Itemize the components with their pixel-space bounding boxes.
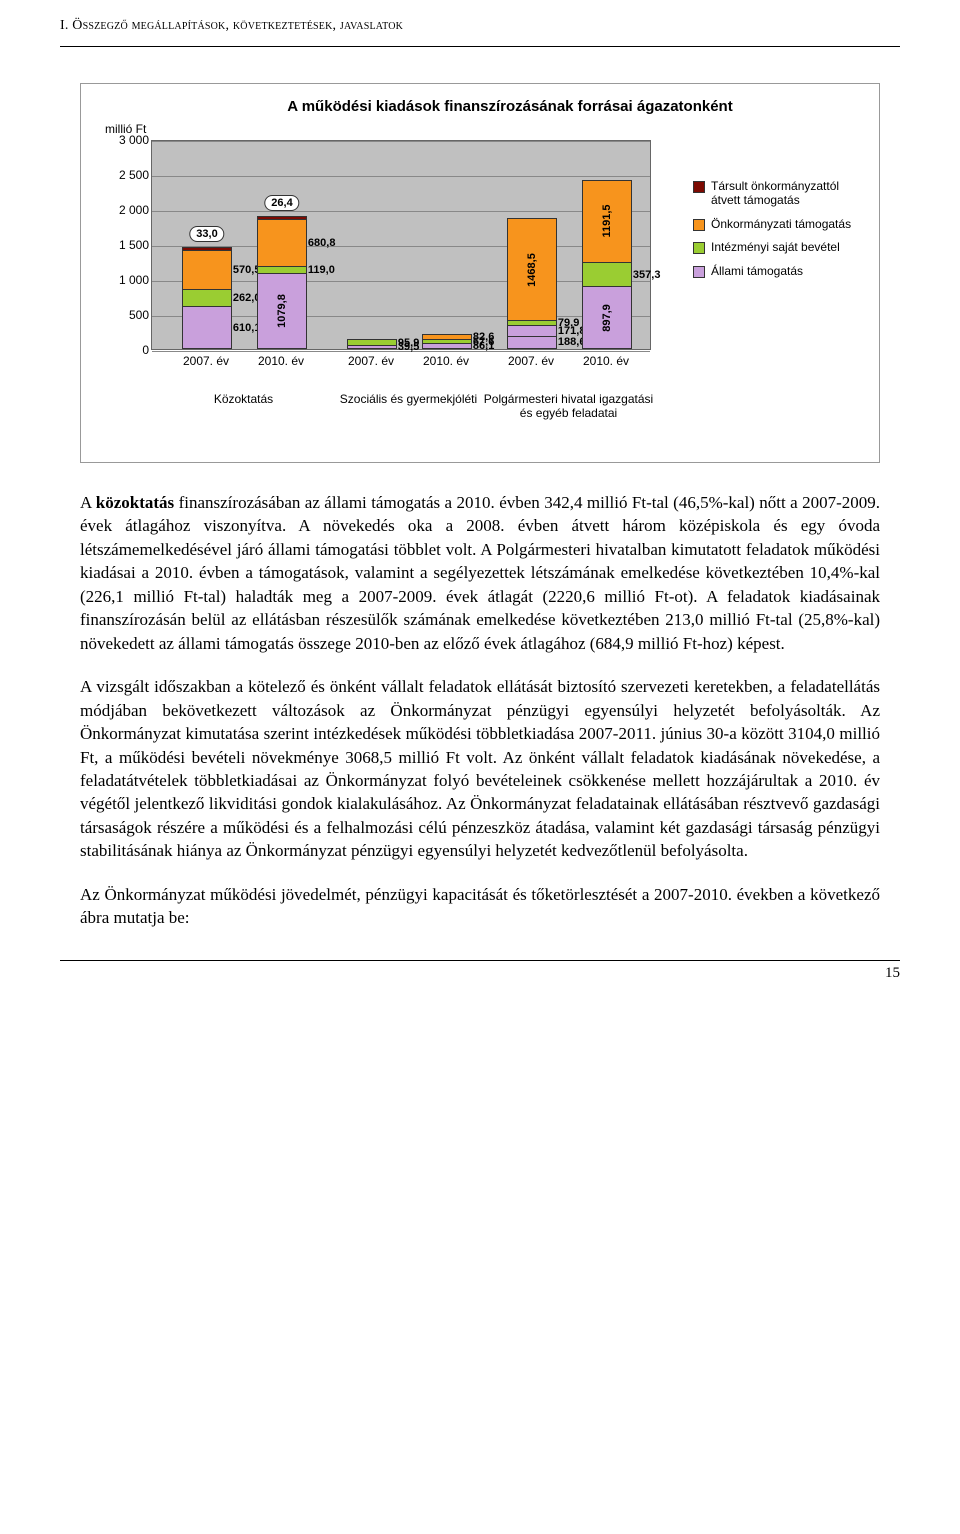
y-tick: 3 000 bbox=[101, 133, 149, 147]
legend-label: Társult önkormányzattól átvett támogatás bbox=[711, 180, 865, 208]
bar: 33,0570,5262,0610,1 bbox=[182, 248, 232, 349]
gridline bbox=[152, 141, 650, 142]
bar-segment-allami2: 188,6 bbox=[507, 336, 557, 349]
legend-item: Társult önkormányzattól átvett támogatás bbox=[693, 180, 865, 208]
legend-label: Állami támogatás bbox=[711, 265, 803, 279]
gridline bbox=[152, 176, 650, 177]
bar-segment-intez: 262,0 bbox=[182, 289, 232, 307]
bar-segment-onkorm: 1468,5 bbox=[507, 218, 557, 321]
bar-value-label: 680,8 bbox=[308, 237, 336, 249]
y-tick: 1 500 bbox=[101, 238, 149, 252]
chart-title: A működési kiadások finanszírozásának fo… bbox=[151, 98, 869, 115]
bar: 1191,5 357,3 897,9 bbox=[582, 181, 632, 349]
bar-value-label: 26,4 bbox=[264, 195, 299, 211]
bar-value-label: 33,0 bbox=[189, 226, 224, 242]
paragraph-1-text: finanszírozásában az állami támogatás a … bbox=[80, 493, 880, 653]
x-category-label: Szociális és gyermekjóléti bbox=[319, 392, 499, 406]
x-year-label: 2007. év bbox=[496, 354, 566, 368]
bar: 26,4680,8119,01079,8 bbox=[257, 217, 307, 349]
bar-value-label: 39,5 bbox=[398, 341, 419, 353]
x-year-label: 2010. év bbox=[411, 354, 481, 368]
x-year-label: 2007. év bbox=[336, 354, 406, 368]
bar-segment-allami: 86,1 bbox=[422, 343, 472, 349]
paragraph-1: A közoktatás finanszírozásában az állami… bbox=[80, 491, 880, 655]
bar-value-label: 897,9 bbox=[601, 304, 613, 332]
x-year-label: 2010. év bbox=[246, 354, 316, 368]
legend-swatch bbox=[693, 242, 705, 254]
y-tick: 0 bbox=[101, 343, 149, 357]
bar-value-label: 119,0 bbox=[308, 264, 335, 276]
gridline bbox=[152, 211, 650, 212]
legend-swatch bbox=[693, 219, 705, 231]
bar-value-label: 1079,8 bbox=[276, 294, 288, 328]
x-year-label: 2010. év bbox=[571, 354, 641, 368]
bar: 95,939,5 bbox=[347, 340, 397, 349]
bar-segment-intez: 357,3 bbox=[582, 262, 632, 287]
y-tick: 1 000 bbox=[101, 273, 149, 287]
legend-swatch bbox=[693, 181, 705, 193]
header-rule bbox=[60, 46, 900, 47]
legend-label: Önkormányzati támogatás bbox=[711, 218, 851, 232]
chart-frame: A működési kiadások finanszírozásának fo… bbox=[80, 83, 880, 463]
y-axis: 05001 0001 5002 0002 5003 000 bbox=[101, 140, 149, 350]
bar-value-label: 1468,5 bbox=[526, 253, 538, 287]
y-tick: 2 000 bbox=[101, 203, 149, 217]
bar-value-label: 86,1 bbox=[473, 340, 494, 352]
bar-value-label: 1191,5 bbox=[601, 205, 613, 238]
paragraph-3: Az Önkormányzat működési jövedelmét, pén… bbox=[80, 883, 880, 930]
bar: 82,667,686,1 bbox=[422, 335, 472, 349]
legend: Társult önkormányzattól átvett támogatás… bbox=[693, 180, 865, 289]
y-tick: 2 500 bbox=[101, 168, 149, 182]
x-category-label: Közoktatás bbox=[154, 392, 334, 406]
body-text: A közoktatás finanszírozásában az állami… bbox=[0, 491, 960, 930]
x-category-label: Polgármesteri hivatal igazgatási és egyé… bbox=[479, 392, 659, 420]
legend-item: Intézményi saját bevétel bbox=[693, 241, 865, 255]
bar-segment-allami: 897,9 bbox=[582, 286, 632, 349]
legend-item: Önkormányzati támogatás bbox=[693, 218, 865, 232]
y-tick: 500 bbox=[101, 308, 149, 322]
bar-segment-onkorm: 1191,5 bbox=[582, 180, 632, 263]
bar-segment-allami: 39,5 bbox=[347, 345, 397, 349]
bar: 1468,579,9171,8188,6 bbox=[507, 219, 557, 349]
plot-area: 33,0570,5262,0610,126,4680,8119,01079,89… bbox=[151, 140, 651, 350]
paragraph-2: A vizsgált időszakban a kötelező és önké… bbox=[80, 675, 880, 863]
running-header: I. Összegző megállapítások, következteté… bbox=[0, 0, 960, 44]
legend-label: Intézményi saját bevétel bbox=[711, 241, 840, 255]
legend-item: Állami támogatás bbox=[693, 265, 865, 279]
bar-segment-onkorm: 570,5 bbox=[182, 250, 232, 290]
bar-segment-onkorm: 680,8 bbox=[257, 219, 307, 267]
bar-segment-allami: 610,1 bbox=[182, 306, 232, 349]
page-number: 15 bbox=[0, 961, 960, 1012]
bar-segment-allami: 1079,8 bbox=[257, 273, 307, 349]
bar-value-label: 357,3 bbox=[633, 269, 661, 281]
legend-swatch bbox=[693, 266, 705, 278]
x-year-label: 2007. év bbox=[171, 354, 241, 368]
